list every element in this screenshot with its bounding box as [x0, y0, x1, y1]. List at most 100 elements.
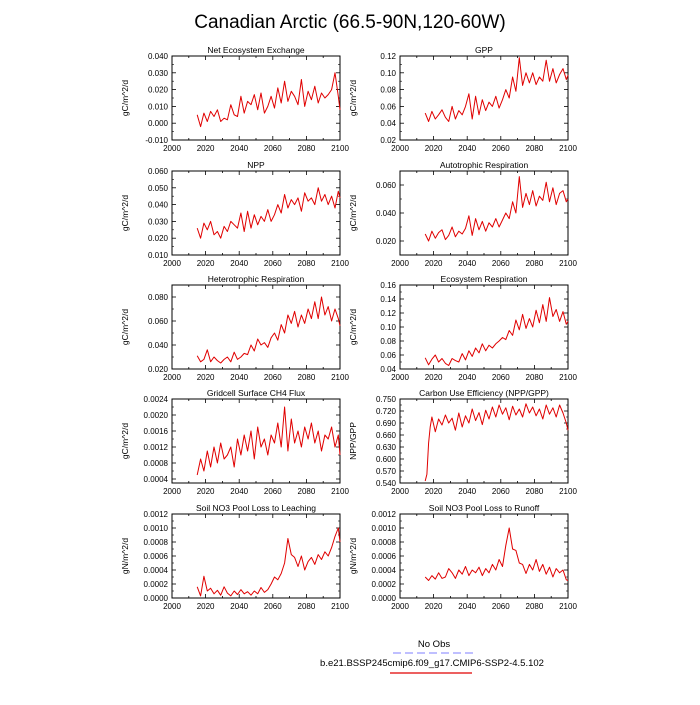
x-tick-label: 2100 [559, 487, 577, 496]
y-tick-label: 0.040 [148, 52, 169, 61]
y-tick-label: 0.0004 [372, 566, 397, 575]
y-tick-label: 0.020 [376, 237, 397, 246]
y-tick-label: 0.0002 [144, 580, 169, 589]
x-tick-label: 2000 [391, 602, 409, 611]
y-tick-label: 0.600 [376, 455, 397, 464]
y-tick-label: 0.0002 [372, 580, 397, 589]
panel-ylabel: NPP/GPP [348, 422, 358, 460]
y-tick-label: 0.050 [148, 184, 169, 193]
x-tick-label: 2100 [331, 259, 349, 268]
panel-title: Ecosystem Respiration [441, 274, 528, 284]
y-tick-label: 0.0024 [144, 395, 169, 404]
y-tick-label: 0.0008 [144, 538, 169, 547]
x-tick-label: 2080 [298, 602, 316, 611]
y-tick-label: 0.0006 [372, 552, 397, 561]
x-tick-label: 2020 [197, 144, 215, 153]
y-tick-label: 0.0012 [372, 510, 397, 519]
series-line [196, 406, 341, 476]
series-line [424, 297, 569, 366]
y-tick-label: 0.040 [148, 341, 169, 350]
panel-ylabel: gC/m^2/d [348, 195, 358, 231]
x-tick-label: 2000 [163, 487, 181, 496]
x-tick-label: 2080 [298, 487, 316, 496]
series-line [424, 57, 569, 122]
y-tick-label: 0.030 [148, 217, 169, 226]
y-tick-label: 0.0010 [144, 524, 169, 533]
y-tick-label: 0.020 [148, 365, 169, 374]
x-tick-label: 2100 [331, 373, 349, 382]
x-tick-label: 2020 [197, 487, 215, 496]
x-tick-label: 2040 [458, 373, 476, 382]
y-tick-label: 0.12 [380, 52, 396, 61]
panel-title: Autotrophic Respiration [440, 160, 529, 170]
x-tick-label: 2000 [391, 259, 409, 268]
y-tick-label: 0.010 [148, 102, 169, 111]
panel-frame [399, 513, 569, 599]
y-tick-label: 0.0004 [144, 566, 169, 575]
y-tick-label: 0.660 [376, 431, 397, 440]
y-tick-label: 0.0004 [144, 475, 169, 484]
panel-ylabel: gC/m^2/d [120, 423, 130, 459]
panel-ylabel: gN/m^2/d [348, 538, 358, 574]
panel-frame [399, 398, 569, 484]
x-tick-label: 2040 [230, 373, 248, 382]
panel-1: GPP gC/m^2/d 2000 2020 2040 2060 2080 2100 0.02 0… [348, 45, 577, 153]
legend-model-label: b.e21.BSSP245cmip6.f09_g17.CMIP6-SSP2-4.… [320, 658, 544, 669]
panel-ylabel: gC/m^2/d [120, 309, 130, 345]
x-tick-label: 2100 [331, 487, 349, 496]
series-line [424, 527, 569, 581]
panel-ylabel: gN/m^2/d [120, 538, 130, 574]
y-tick-label: 0.0012 [144, 443, 169, 452]
y-tick-label: 0.690 [376, 419, 397, 428]
panel-8: Soil NO3 Pool Loss to Leaching gN/m^2/d 20… [120, 503, 349, 611]
y-tick-label: 0.030 [148, 69, 169, 78]
x-tick-label: 2020 [197, 602, 215, 611]
y-tick-label: 0.750 [376, 395, 397, 404]
x-tick-label: 2020 [425, 144, 443, 153]
y-tick-label: -0.010 [145, 136, 168, 145]
y-tick-label: 0.08 [380, 86, 396, 95]
x-tick-label: 2020 [425, 602, 443, 611]
x-tick-label: 2020 [197, 259, 215, 268]
x-tick-label: 2020 [197, 373, 215, 382]
x-tick-label: 2060 [264, 373, 282, 382]
y-tick-label: 0.010 [148, 251, 169, 260]
x-tick-label: 2060 [264, 602, 282, 611]
series-line [196, 187, 341, 239]
x-tick-label: 2060 [264, 144, 282, 153]
x-tick-label: 2040 [458, 602, 476, 611]
x-tick-label: 2060 [492, 602, 510, 611]
y-tick-label: 0.040 [148, 201, 169, 210]
panel-title: GPP [475, 45, 493, 55]
x-tick-label: 2020 [425, 259, 443, 268]
series-line [196, 72, 341, 128]
x-tick-label: 2060 [264, 487, 282, 496]
y-tick-label: 0.060 [376, 181, 397, 190]
x-tick-label: 2000 [391, 144, 409, 153]
y-tick-label: 0.040 [376, 209, 397, 218]
y-tick-label: 0.570 [376, 467, 397, 476]
panel-ylabel: gC/m^2/d [348, 309, 358, 345]
y-tick-label: 0.08 [380, 337, 396, 346]
y-tick-label: 0.16 [380, 281, 396, 290]
x-tick-label: 2060 [492, 373, 510, 382]
x-tick-label: 2000 [163, 602, 181, 611]
panel-title: Net Ecosystem Exchange [207, 45, 305, 55]
series-line [424, 403, 569, 482]
x-tick-label: 2080 [526, 259, 544, 268]
panel-title: Heterotrophic Respiration [208, 274, 305, 284]
x-tick-label: 2040 [230, 487, 248, 496]
y-tick-label: 0.0008 [144, 459, 169, 468]
series-line [196, 296, 341, 364]
y-tick-label: 0.0012 [144, 510, 169, 519]
x-tick-label: 2040 [458, 259, 476, 268]
panel-3: Autotrophic Respiration gC/m^2/d 2000 2020 2… [348, 160, 577, 268]
y-tick-label: 0.14 [380, 295, 396, 304]
panel-frame [171, 513, 341, 599]
x-tick-label: 2060 [492, 487, 510, 496]
panel-4: Heterotrophic Respiration gC/m^2/d 2000 202… [120, 274, 349, 382]
x-tick-label: 2080 [298, 144, 316, 153]
x-tick-label: 2060 [264, 259, 282, 268]
y-tick-label: 0.10 [380, 323, 396, 332]
